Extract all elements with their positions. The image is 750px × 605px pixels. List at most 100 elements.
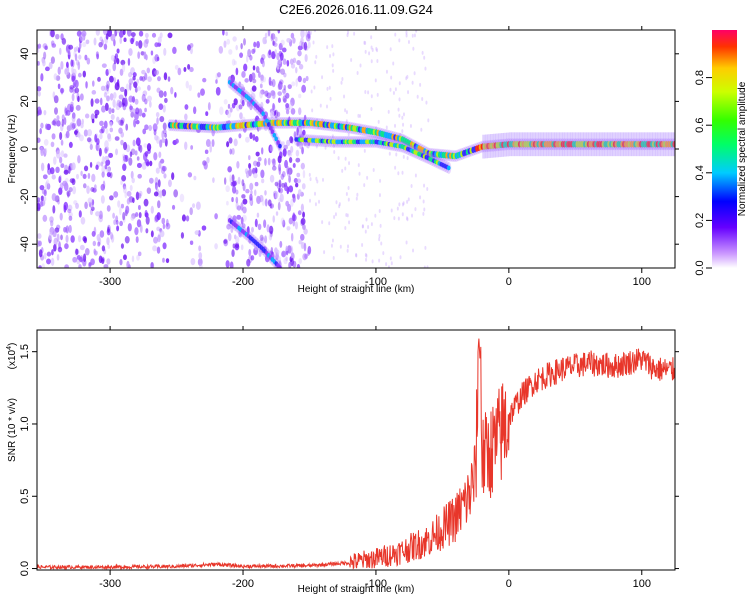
- spectrogram-noise-cell: [246, 100, 251, 108]
- spectrogram-noise-cell: [99, 230, 105, 238]
- spectrogram-noise-cell: [356, 71, 359, 76]
- spectrogram-noise-cell: [153, 152, 158, 161]
- spectrogram-noise-cell: [157, 179, 161, 188]
- spectrogram-noise-cell: [126, 30, 132, 37]
- spectrogram-noise-cell: [305, 30, 308, 38]
- spectrogram-noise-cell: [50, 141, 55, 148]
- spectrogram-noise-cell: [141, 69, 146, 75]
- spectrogram-noise-cell: [58, 176, 62, 184]
- spectrogram-noise-cell: [226, 38, 231, 45]
- spectrogram-noise-cell: [137, 173, 142, 179]
- spectrogram-noise-cell: [133, 119, 137, 128]
- spectrogram-noise-cell: [277, 97, 281, 103]
- spectrogram-noise-cell: [265, 98, 270, 104]
- spectrogram-noise-cell: [87, 172, 91, 180]
- spectrogram-noise-cell: [91, 118, 95, 124]
- spectrogram-noise-cell: [68, 44, 74, 50]
- spectrogram-noise-cell: [179, 193, 185, 203]
- spectrogram-noise-cell: [234, 242, 240, 249]
- spectrogram-noise-cell: [131, 96, 135, 103]
- spectrogram-noise-cell: [214, 213, 218, 220]
- spectrogram-noise-cell: [300, 162, 305, 170]
- spectrogram-noise-cell: [166, 218, 169, 227]
- spectrogram-noise-cell: [399, 255, 402, 260]
- spectrogram-noise-cell: [37, 106, 42, 115]
- spectrogram-noise-cell: [105, 159, 111, 166]
- spectrogram-noise-cell: [302, 224, 306, 230]
- spectrogram-band-cell: [585, 132, 589, 157]
- spectrogram-noise-cell: [394, 123, 397, 128]
- spectrogram-noise-cell: [263, 219, 267, 228]
- spectrogram-noise-cell: [365, 217, 368, 222]
- spectrogram-noise-cell: [310, 89, 313, 94]
- spectrogram-noise-cell: [132, 72, 137, 78]
- spectrogram-noise-cell: [333, 214, 336, 219]
- spectrogram-noise-cell: [280, 39, 285, 46]
- spectrogram-noise-cell: [71, 162, 76, 171]
- spectrogram-noise-cell: [261, 178, 265, 184]
- spectrogram-noise-cell: [39, 184, 45, 191]
- spectrogram-noise-cell: [40, 195, 44, 202]
- spectrogram-noise-cell: [54, 107, 58, 115]
- spectrogram-noise-cell: [138, 40, 143, 49]
- spectrogram-noise-cell: [422, 199, 425, 204]
- snr-frame: [36, 329, 676, 571]
- spectrogram-noise-cell: [393, 216, 396, 221]
- spectrogram-noise-cell: [302, 129, 306, 136]
- spectrogram-noise-cell: [110, 234, 115, 243]
- spectrogram-noise-cell: [252, 78, 257, 84]
- spectrogram-noise-cell: [260, 169, 265, 179]
- spectrogram-noise-cell: [243, 63, 248, 72]
- spectrogram-noise-cell: [118, 127, 123, 134]
- spectrogram-noise-cell: [46, 183, 51, 190]
- snr-y-tick-label: 1.5: [19, 344, 31, 359]
- spectrogram-noise-cell: [231, 174, 235, 182]
- spectrogram-noise-cell: [225, 31, 228, 36]
- spectrogram-noise-cell: [144, 209, 148, 218]
- spectrogram-noise-cell: [284, 184, 288, 192]
- spectrogram-noise-cell: [99, 133, 103, 140]
- spectrogram-noise-cell: [139, 144, 143, 153]
- spectrogram-noise-cell: [200, 88, 205, 96]
- spectrogram-noise-cell: [370, 222, 373, 227]
- spectrogram-noise-cell: [297, 210, 302, 216]
- spectrogram-band-cell: [572, 132, 576, 157]
- spectrogram-noise-cell: [85, 39, 90, 45]
- spectrogram-band-cell: [655, 132, 659, 157]
- spectrogram-noise-cell: [85, 247, 90, 256]
- spectrogram-band-cell: [575, 132, 579, 157]
- spectrogram-band-cell: [522, 132, 526, 157]
- spectrogram-y-tick-label: 0: [19, 146, 31, 152]
- spectrogram-noise-cell: [276, 249, 280, 255]
- spectrogram-noise-cell: [398, 97, 401, 102]
- spectrogram-noise-cell: [414, 207, 417, 212]
- spectrogram-noise-cell: [143, 39, 149, 48]
- spectrogram-noise-cell: [164, 97, 168, 104]
- spectrogram-noise-cell: [143, 143, 148, 148]
- spectrogram-noise-cell: [378, 193, 381, 198]
- spectrogram-noise-cell: [390, 208, 393, 213]
- spectrogram-noise-cell: [131, 177, 135, 184]
- spectrogram-noise-cell: [107, 226, 110, 233]
- colorbar-tick-label: 0.2: [694, 213, 706, 228]
- spectrogram-noise-cell: [51, 43, 57, 48]
- spectrogram-noise-cell: [168, 179, 172, 188]
- spectrogram-noise-cell: [175, 138, 179, 144]
- spectrogram-noise-cell: [184, 104, 189, 110]
- spectrogram-noise-cell: [75, 173, 79, 180]
- spectrogram-noise-cell: [230, 181, 236, 187]
- spectrogram-noise-cell: [43, 196, 47, 202]
- spectrogram-ridge-cell: [274, 136, 279, 142]
- spectrogram-noise-cell: [153, 236, 159, 244]
- spectrogram-noise-cell: [46, 251, 52, 257]
- spectrogram-noise-cell: [157, 36, 162, 44]
- spectrogram-noise-cell: [206, 156, 210, 164]
- spectrogram-noise-cell: [86, 137, 92, 143]
- spectrogram-noise-cell: [231, 75, 235, 81]
- spectrogram-noise-cell: [84, 113, 90, 119]
- spectrogram-noise-cell: [122, 163, 127, 172]
- snr-x-ticks: -300 -200 -100 0 100: [99, 326, 651, 590]
- spectrogram-noise-cell: [281, 47, 287, 53]
- spectrogram-band-cell: [506, 132, 510, 157]
- spectrogram-noise-cell: [304, 54, 308, 63]
